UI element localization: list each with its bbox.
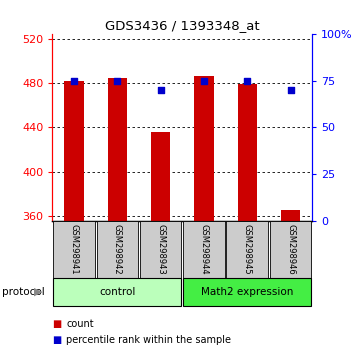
- Point: [201, 78, 207, 84]
- Title: GDS3436 / 1393348_at: GDS3436 / 1393348_at: [105, 19, 260, 33]
- Point: [288, 87, 293, 93]
- Point: [114, 78, 120, 84]
- Bar: [281, 210, 300, 221]
- Text: Math2 expression: Math2 expression: [201, 287, 293, 297]
- Point: [244, 78, 250, 84]
- Bar: [183, 278, 312, 306]
- Text: ▶: ▶: [34, 287, 42, 297]
- Bar: [183, 221, 225, 278]
- Bar: [238, 84, 257, 221]
- Text: GSM298943: GSM298943: [156, 224, 165, 275]
- Bar: [140, 221, 182, 278]
- Bar: [108, 78, 127, 221]
- Text: GSM298945: GSM298945: [243, 224, 252, 275]
- Bar: [194, 75, 214, 221]
- Bar: [64, 81, 84, 221]
- Text: GSM298942: GSM298942: [113, 224, 122, 275]
- Text: protocol: protocol: [2, 287, 44, 297]
- Bar: [53, 221, 95, 278]
- Text: GSM298941: GSM298941: [70, 224, 78, 275]
- Text: count: count: [66, 319, 94, 329]
- Text: control: control: [99, 287, 135, 297]
- Text: GSM298946: GSM298946: [286, 224, 295, 275]
- Bar: [53, 278, 182, 306]
- Bar: [151, 132, 170, 221]
- Text: ■: ■: [52, 335, 62, 345]
- Text: percentile rank within the sample: percentile rank within the sample: [66, 335, 231, 345]
- Bar: [226, 221, 268, 278]
- Bar: [270, 221, 312, 278]
- Bar: [96, 221, 138, 278]
- Point: [71, 78, 77, 84]
- Text: ■: ■: [52, 319, 62, 329]
- Point: [158, 87, 164, 93]
- Text: GSM298944: GSM298944: [200, 224, 208, 275]
